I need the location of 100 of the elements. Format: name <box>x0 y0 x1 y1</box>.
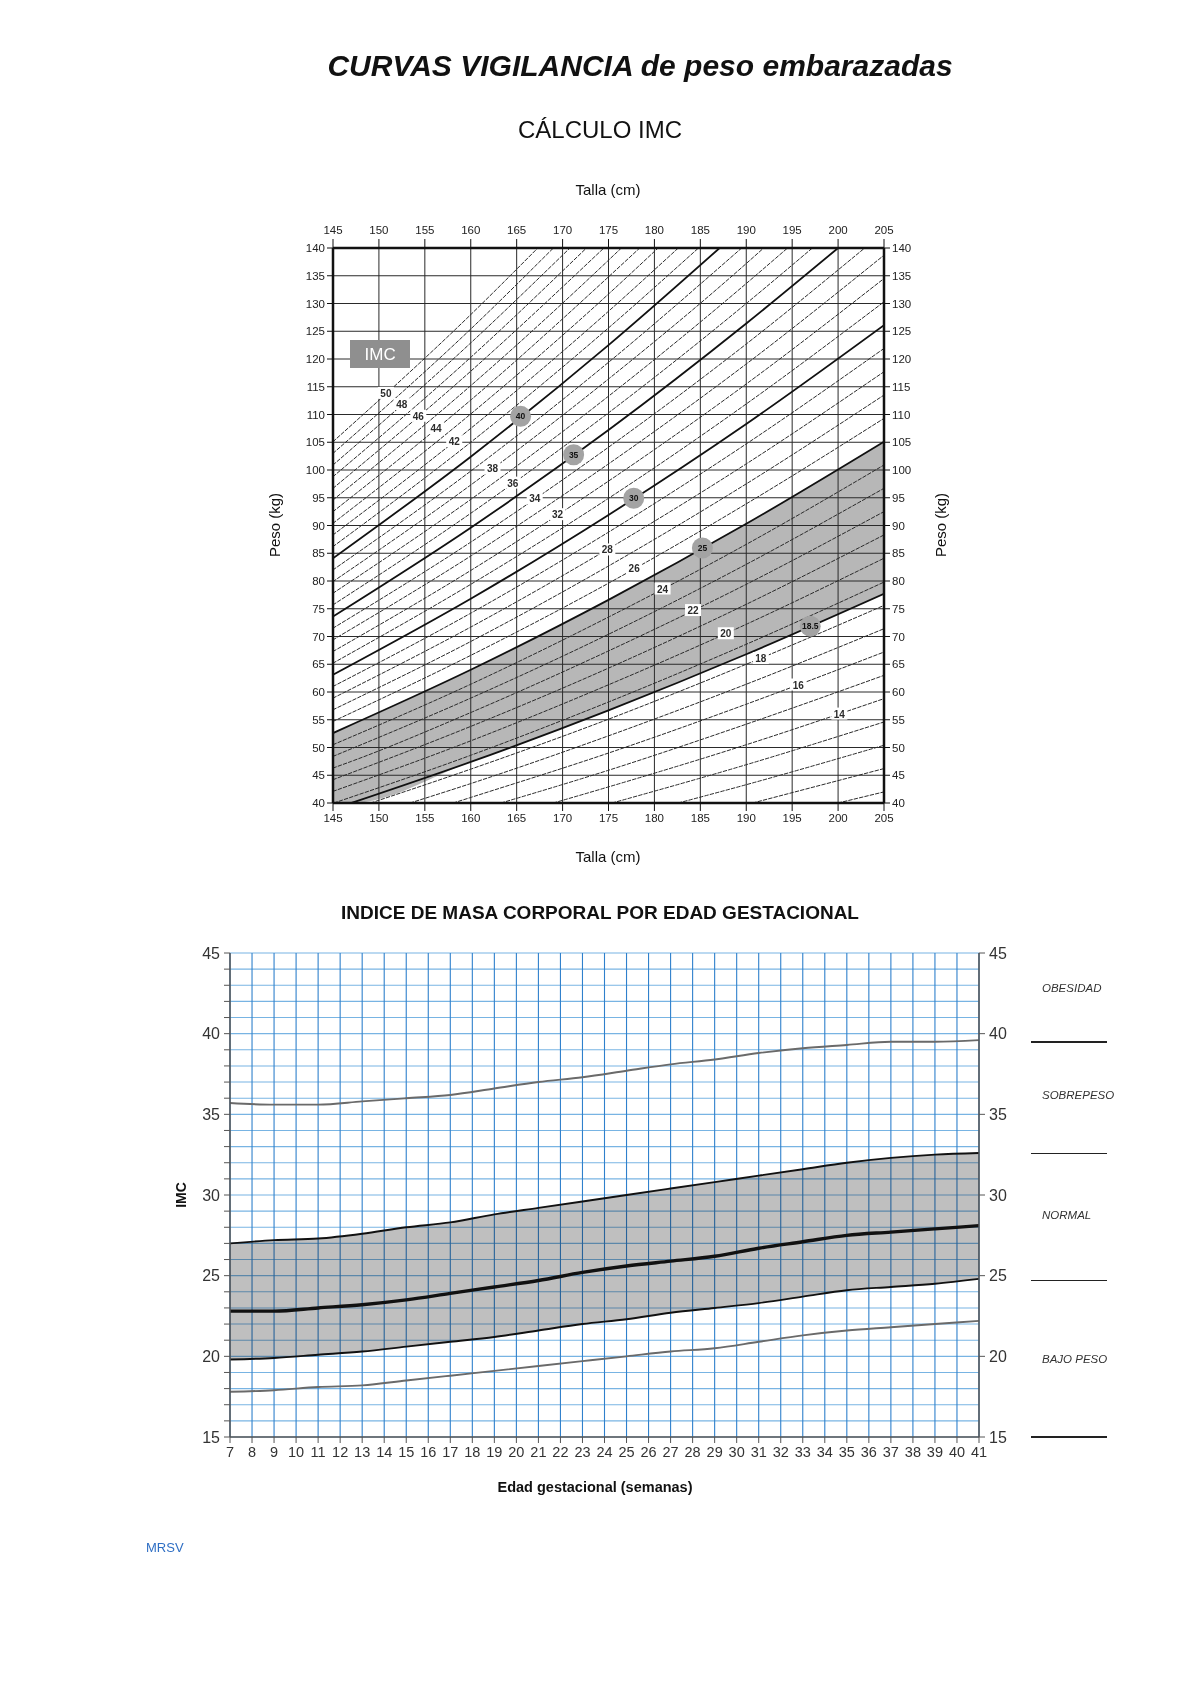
y-axis-title: IMC <box>172 1182 189 1208</box>
x2-tick-label: 145 <box>323 224 343 236</box>
line-series <box>230 1152 979 1245</box>
x-tick-label: 145 <box>323 812 343 825</box>
x-tick-label: 41 <box>970 1444 988 1461</box>
x-tick-label: 25 <box>618 1444 635 1461</box>
y2-tick-label: 120 <box>892 353 912 366</box>
y-tick-label: 45 <box>312 769 325 782</box>
x-tick-label: 26 <box>640 1444 657 1461</box>
x-tick-label: 12 <box>332 1444 349 1461</box>
series-label: 25 <box>697 543 708 554</box>
x-tick-label: 29 <box>706 1444 723 1461</box>
y2-tick-label: 95 <box>892 491 905 504</box>
y2-tick-label: 50 <box>892 741 905 754</box>
x-axis-title: Edad gestacional (semanas) <box>497 1478 693 1495</box>
x-tick-label: 36 <box>860 1444 877 1461</box>
x2-tick-label: 175 <box>598 224 619 236</box>
x-tick-label: 32 <box>772 1444 789 1461</box>
x-tick-label: 38 <box>904 1444 921 1461</box>
x2-tick-label: 170 <box>552 224 573 236</box>
chart-title: CURVAS VIGILANCIA de peso embarazadas <box>327 48 953 82</box>
x-tick-label: 16 <box>420 1444 437 1461</box>
x2-tick-label: 180 <box>644 224 665 236</box>
text: NORMAL <box>1042 1209 1092 1222</box>
x-tick-label: 11 <box>310 1444 326 1461</box>
y-axis-title: Peso (kg) <box>266 492 284 558</box>
x-tick-label: 28 <box>684 1444 701 1461</box>
x-tick-label: 150 <box>369 812 389 825</box>
x-tick-label: 8 <box>247 1444 257 1461</box>
y-tick-label: 125 <box>305 325 325 338</box>
x-tick-label: 160 <box>461 812 481 825</box>
text: MRSV <box>146 1539 184 1555</box>
y-tick-label: 100 <box>305 464 325 477</box>
y2-tick-label: 80 <box>892 575 905 588</box>
y2-tick-label: 60 <box>892 686 905 699</box>
x2-tick-label: 185 <box>690 224 710 236</box>
y-tick-label: 60 <box>312 686 325 699</box>
x-tick-label: 24 <box>596 1444 613 1461</box>
x-tick-label: 23 <box>574 1444 591 1461</box>
y-tick-label: 80 <box>312 575 325 588</box>
y-tick-label: 110 <box>306 408 325 421</box>
x-tick-label: 13 <box>354 1444 371 1461</box>
y2-tick-label: 90 <box>892 519 905 532</box>
y2-tick-label: 125 <box>892 325 912 338</box>
y2-tick-label: 140 <box>892 242 912 255</box>
line-series <box>230 1223 979 1313</box>
x-tick-label: 21 <box>530 1444 547 1461</box>
y-tick-label: 15 <box>202 1428 221 1446</box>
x-tick-label: 40 <box>948 1444 966 1461</box>
x-tick-label: 31 <box>750 1444 767 1461</box>
y2-tick-label: 20 <box>989 1348 1007 1366</box>
chart-subtitle: CÁLCULO IMC <box>517 116 683 144</box>
y-tick-label: 130 <box>305 297 325 310</box>
x-tick-label: 15 <box>398 1444 415 1461</box>
y2-tick-label: 65 <box>892 658 905 671</box>
x2-tick-label: 160 <box>461 224 481 236</box>
x-tick-label: 27 <box>662 1444 679 1461</box>
series-label: 18.5 <box>801 621 819 632</box>
x-tick-label: 33 <box>794 1444 811 1461</box>
text: SOBREPESO <box>1042 1089 1115 1102</box>
y2-tick-label: 105 <box>892 436 912 449</box>
x2-tick-label: 165 <box>507 224 527 236</box>
y-tick-label: 55 <box>312 713 325 726</box>
y2-tick-label: 45 <box>989 944 1007 962</box>
x-tick-label: 10 <box>288 1444 305 1461</box>
y-tick-label: 105 <box>305 436 325 449</box>
y-tick-label: 40 <box>202 1025 221 1043</box>
series-label: 30 <box>628 493 639 504</box>
x-tick-label: 175 <box>598 812 619 825</box>
x2-tick-label: 155 <box>415 224 435 236</box>
y-tick-label: 70 <box>312 630 325 643</box>
y2-axis-title: Peso (kg) <box>932 492 950 558</box>
line-series <box>230 1319 979 1393</box>
x-tick-label: 35 <box>838 1444 855 1461</box>
x-tick-label: 14 <box>376 1444 393 1461</box>
y-tick-label: 85 <box>312 547 325 560</box>
y2-tick-label: 55 <box>892 713 905 726</box>
x-tick-label: 39 <box>926 1444 944 1461</box>
y-tick-label: 25 <box>202 1267 221 1285</box>
y-tick-label: 120 <box>305 353 325 366</box>
text: OBESIDAD <box>1042 982 1102 995</box>
y-tick-label: 20 <box>202 1348 221 1366</box>
y2-tick-label: 110 <box>892 408 911 421</box>
line-series <box>230 1277 979 1361</box>
y-tick-label: 75 <box>312 602 325 615</box>
x-tick-label: 195 <box>782 812 802 825</box>
x-tick-label: 20 <box>508 1444 525 1461</box>
y-tick-label: 45 <box>202 944 221 962</box>
x-tick-label: 155 <box>415 812 435 825</box>
x-tick-label: 17 <box>442 1444 459 1461</box>
x-tick-label: 200 <box>828 812 848 825</box>
y2-tick-label: 130 <box>892 297 912 310</box>
y-tick-label: 115 <box>306 380 325 393</box>
y-tick-label: 140 <box>305 242 325 255</box>
x2-tick-label: 205 <box>874 224 894 236</box>
line-series <box>230 1039 979 1106</box>
x-tick-label: 9 <box>270 1444 279 1461</box>
y2-tick-label: 70 <box>892 630 905 643</box>
x-tick-label: 165 <box>507 812 527 825</box>
y2-tick-label: 100 <box>892 464 912 477</box>
